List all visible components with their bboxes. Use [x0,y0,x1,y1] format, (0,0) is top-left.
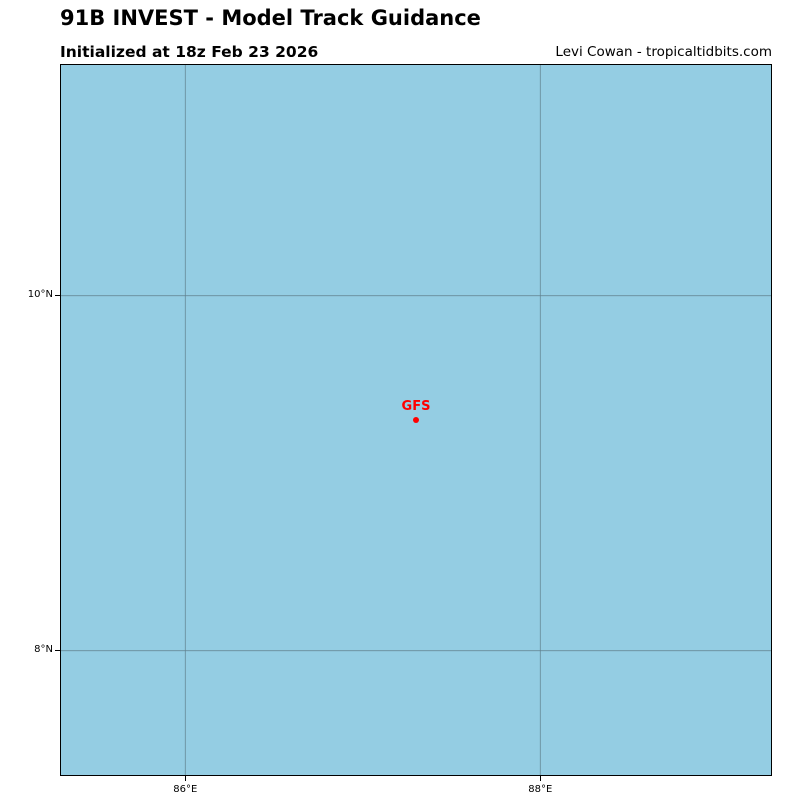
credit-label: Levi Cowan - tropicaltidbits.com [555,44,772,60]
init-time-subtitle: Initialized at 18z Feb 23 2026 [60,43,319,61]
map-panel[interactable]: GFS [60,64,772,776]
lat-tick-label: 10°N [27,288,53,300]
lon-tick-label: 88°E [528,784,553,795]
map-canvas: GFS [61,65,771,775]
lat-tick-label: 8°N [34,643,53,655]
chart-title: 91B INVEST - Model Track Guidance [60,6,481,30]
model-position-marker[interactable] [413,417,419,423]
lon-tick-mark [184,776,186,781]
lon-tick-mark [539,776,541,781]
lat-tick-mark [55,650,60,652]
lon-tick-label: 86°E [173,784,198,795]
model-label: GFS [402,399,431,414]
lat-tick-mark [55,295,60,297]
